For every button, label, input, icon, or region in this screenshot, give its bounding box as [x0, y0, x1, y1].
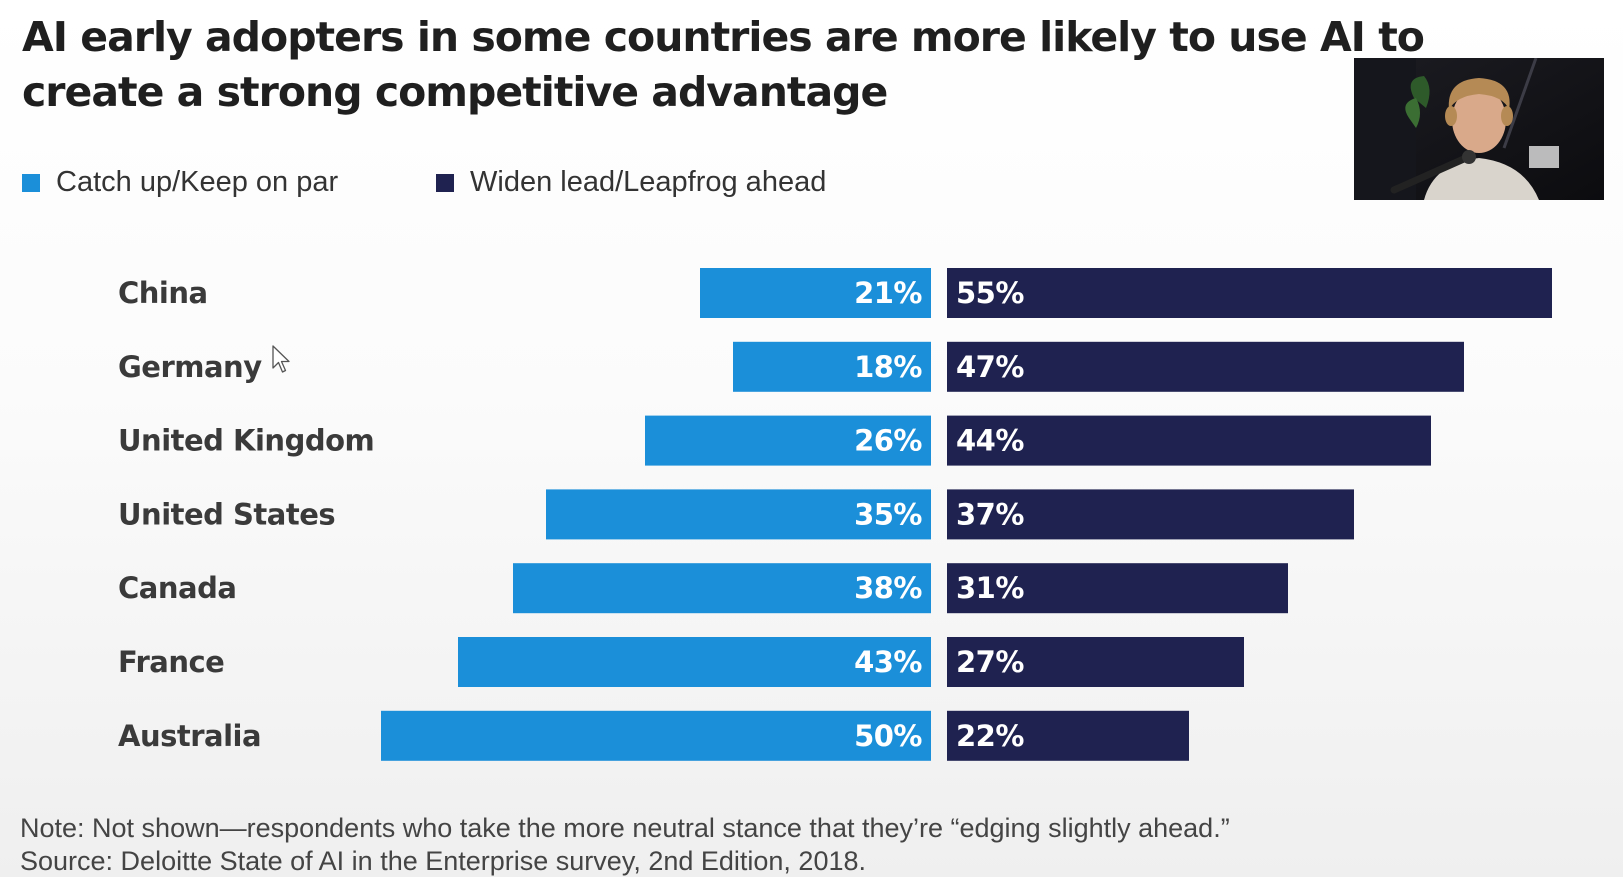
bar-catch-up-germany [733, 341, 931, 392]
chart-title: AI early adopters in some countries are … [22, 13, 1425, 116]
bar-catch-up-france [458, 637, 931, 687]
category-label-australia: Australia [118, 719, 261, 753]
bar-widen-lead-united-kingdom [947, 415, 1431, 466]
bar-widen-lead-australia [947, 710, 1189, 761]
bar-widen-lead-canada [947, 563, 1288, 614]
value-label-catch-up-france: 43% [854, 645, 922, 679]
value-label-widen-lead-germany: 47% [956, 350, 1024, 384]
value-label-catch-up-canada: 38% [854, 571, 922, 605]
value-label-widen-lead-united-states: 37% [956, 497, 1024, 531]
legend-label-catch-up: Catch up/Keep on par [56, 166, 339, 198]
value-label-widen-lead-canada: 31% [956, 571, 1024, 605]
category-label-china: China [118, 276, 208, 310]
bar-catch-up-china [700, 268, 931, 318]
category-label-united-states: United States [118, 497, 335, 531]
bar-widen-lead-france [947, 637, 1244, 687]
legend-label-widen-lead: Widen lead/Leapfrog ahead [470, 166, 827, 198]
legend-swatch-catch-up [22, 173, 40, 192]
category-label-united-kingdom: United Kingdom [118, 424, 374, 458]
value-label-catch-up-germany: 18% [854, 350, 922, 384]
bar-catch-up-united-kingdom [645, 415, 931, 466]
bar-widen-lead-united-states [947, 489, 1354, 540]
category-label-germany: Germany [118, 350, 262, 384]
legend-item-catch-up: Catch up/Keep on par [22, 166, 338, 199]
value-label-catch-up-united-kingdom: 26% [854, 424, 922, 458]
bar-catch-up-canada [513, 563, 931, 614]
chart-source: Source: Deloitte State of AI in the Ente… [20, 846, 866, 876]
value-label-widen-lead-china: 55% [956, 276, 1024, 310]
value-label-widen-lead-australia: 22% [956, 719, 1024, 753]
bar-catch-up-australia [381, 710, 931, 761]
value-label-catch-up-united-states: 35% [854, 497, 922, 531]
bar-catch-up-united-states [546, 489, 931, 540]
bar-widen-lead-germany [947, 341, 1464, 392]
value-label-widen-lead-united-kingdom: 44% [956, 424, 1024, 458]
value-label-catch-up-china: 21% [854, 276, 922, 310]
legend-swatch-widen-lead [436, 173, 454, 192]
presenter-webcam-overlay [1354, 58, 1604, 200]
mouse-pointer-icon [272, 345, 294, 380]
value-label-widen-lead-france: 27% [956, 645, 1024, 679]
legend-item-widen-lead: Widen lead/Leapfrog ahead [436, 166, 826, 199]
value-label-catch-up-australia: 50% [854, 719, 922, 753]
bar-widen-lead-china [947, 268, 1552, 318]
category-label-france: France [118, 645, 224, 679]
chart-note: Note: Not shown—respondents who take the… [20, 813, 1230, 843]
presenter-video-frame [1354, 58, 1604, 200]
category-label-canada: Canada [118, 571, 236, 605]
